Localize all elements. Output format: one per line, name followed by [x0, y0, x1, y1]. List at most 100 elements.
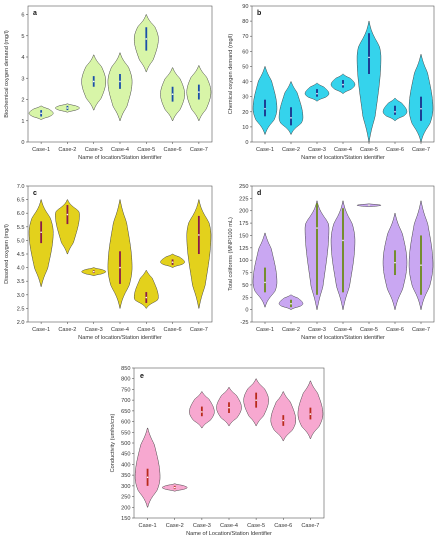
median-marker [342, 83, 344, 86]
y-tick-label: 25 [242, 295, 248, 301]
y-tick-label: 7.0 [17, 184, 25, 190]
panel-letter: d [257, 190, 261, 197]
y-tick-label: 0 [21, 140, 24, 146]
y-tick-label: -25 [240, 320, 248, 326]
y-tick-label: 6 [21, 13, 24, 19]
y-tick-label: 700 [121, 398, 130, 404]
y-tick-label: 0 [245, 308, 248, 314]
y-tick-label: 800 [121, 377, 130, 383]
x-tick-label: Case-2 [58, 147, 76, 153]
panel-letter: c [33, 190, 37, 197]
median-marker [66, 213, 69, 216]
y-tick-label: 600 [121, 420, 130, 426]
x-axis-title: Name of location/Station identifier [301, 155, 385, 161]
x-tick-label: Case-7 [190, 327, 208, 333]
x-tick-label: Case-4 [111, 147, 129, 153]
y-tick-label: 90 [242, 4, 248, 10]
x-axis-title: Name of Location/Station Identifier [186, 531, 272, 537]
median-marker [92, 270, 95, 273]
x-tick-label: Case-5 [360, 327, 378, 333]
y-axis-title: Total coliforms (MNP/100 mL) [228, 217, 234, 291]
median-marker [368, 204, 370, 207]
x-tick-label: Case-6 [386, 147, 404, 153]
y-tick-label: 750 [121, 387, 130, 393]
panel-d: d -25 0 25 50 75 100 125 150 175 200 225 250 Case-1 Ca… [228, 184, 435, 341]
x-tick-label: Case-7 [301, 523, 319, 529]
x-tick-label: Case-1 [256, 327, 274, 333]
x-tick-label: Case-7 [190, 147, 208, 153]
median-marker [171, 93, 174, 95]
iqr-box [264, 267, 266, 293]
y-tick-label: 850 [121, 366, 130, 372]
y-tick-label: 200 [121, 505, 130, 511]
x-tick-label: Case-2 [58, 327, 76, 333]
x-tick-label: Case-4 [220, 523, 238, 529]
x-tick-label: Case-1 [32, 147, 50, 153]
y-tick-label: 50 [242, 64, 248, 70]
median-marker [146, 476, 149, 479]
y-tick-label: 100 [239, 258, 248, 264]
y-tick-label: 400 [121, 462, 130, 468]
y-tick-label: 350 [121, 473, 130, 479]
y-tick-label: 200 [239, 209, 248, 215]
y-tick-label: 60 [242, 49, 248, 55]
x-tick-label: Case-2 [166, 523, 184, 529]
median-marker [394, 261, 396, 264]
median-marker [316, 227, 318, 229]
panel-b: b 0 10 20 30 40 50 60 70 80 90 Case-1 Case-2 Case-3 Ca… [228, 4, 435, 161]
y-tick-label: 3 [21, 76, 24, 82]
violin-case-5 [133, 270, 159, 309]
x-tick-label: Case-1 [32, 327, 50, 333]
panel-e: e 150 200 250 300 350 400 450 500 550 600 650 700 750… [110, 366, 325, 537]
median-marker [201, 411, 203, 413]
median-marker [316, 92, 318, 95]
x-tick-label: Case-2 [282, 147, 300, 153]
x-tick-label: Case-3 [308, 327, 326, 333]
y-tick-label: 10 [242, 125, 248, 131]
median-marker [40, 231, 42, 234]
y-tick-label: 2.0 [17, 320, 25, 326]
y-tick-label: 2.5 [17, 306, 25, 312]
y-tick-label: 40 [242, 80, 248, 86]
y-axis-title: Dissolved oxygen (mg/l) [4, 224, 10, 284]
y-tick-label: 20 [242, 110, 248, 116]
y-axis-title: Chemical oxygen demand (mg/l) [228, 34, 234, 115]
median-marker [420, 107, 422, 110]
median-marker [40, 112, 42, 115]
y-tick-label: 650 [121, 409, 130, 415]
median-marker [368, 56, 370, 59]
y-tick-label: 175 [239, 221, 248, 227]
panel-letter: b [257, 10, 261, 17]
y-tick-label: 2 [21, 98, 24, 104]
x-tick-label: Case-5 [137, 327, 155, 333]
x-tick-label: Case-1 [256, 147, 274, 153]
median-marker [198, 234, 200, 236]
y-tick-label: 5.0 [17, 238, 25, 244]
x-tick-label: Case-6 [164, 327, 182, 333]
median-marker [264, 107, 266, 110]
y-tick-label: 3.0 [17, 293, 25, 299]
median-marker [171, 261, 174, 263]
panel-letter: a [33, 10, 37, 17]
iqr-box [316, 203, 318, 295]
x-tick-label: Case-4 [334, 147, 352, 153]
y-tick-label: 6.5 [17, 198, 25, 204]
x-tick-label: Case-6 [274, 523, 292, 529]
x-tick-label: Case-5 [247, 523, 265, 529]
y-tick-label: 250 [239, 184, 248, 190]
y-tick-label: 5.5 [17, 225, 25, 231]
violin-case-1 [134, 427, 161, 508]
median-marker [255, 399, 257, 401]
violin-case-5 [356, 20, 382, 143]
x-tick-label: Case-5 [360, 147, 378, 153]
median-marker [92, 80, 95, 83]
x-axis-title: Name of location/Station identifier [301, 335, 385, 341]
violin-case-1 [28, 199, 54, 287]
y-tick-label: 4 [21, 55, 24, 61]
y-tick-label: 4.5 [17, 252, 25, 258]
median-marker [282, 419, 285, 422]
x-tick-label: Case-7 [412, 327, 430, 333]
y-tick-label: 225 [239, 196, 248, 202]
x-tick-label: Case-6 [386, 327, 404, 333]
y-tick-label: 50 [242, 283, 248, 289]
